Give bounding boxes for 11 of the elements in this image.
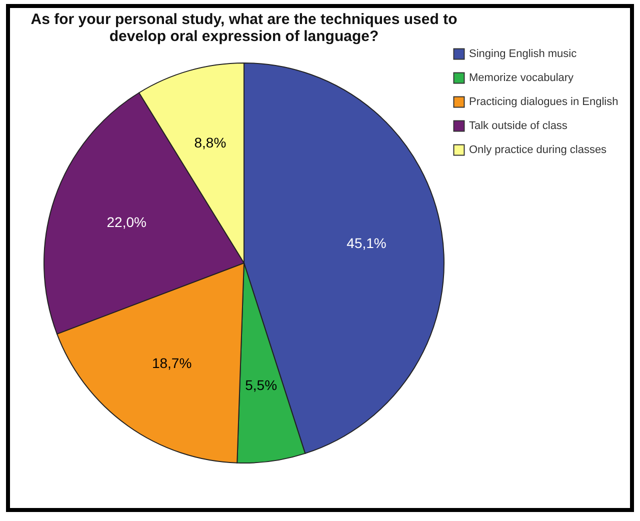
data-label: 18,7%: [152, 354, 192, 371]
legend-label: Memorize vocabulary: [469, 72, 574, 84]
data-label: 8,8%: [194, 134, 226, 151]
legend-label: Only practice during classes: [469, 144, 608, 156]
data-label: 45,1%: [346, 234, 386, 251]
legend-label: Talk outside of class: [469, 120, 568, 132]
legend-label: Singing English music: [469, 48, 578, 60]
data-label: 22,0%: [106, 214, 146, 230]
data-label: 5,5%: [245, 376, 278, 393]
chart-title: As for your personal study, what are the techniques used to develop oral expression of language?: [30, 11, 458, 45]
legend-label: Practicing dialogues in English: [469, 96, 618, 108]
